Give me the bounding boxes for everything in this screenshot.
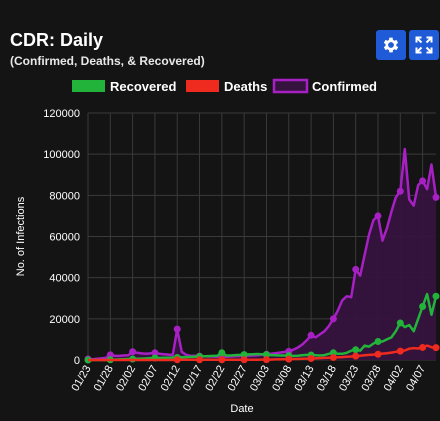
gear-icon — [383, 37, 399, 53]
confirmed-point — [352, 265, 360, 273]
confirmed-point — [151, 349, 159, 357]
y-tick-label: 20000 — [49, 314, 80, 326]
deaths-point — [196, 356, 204, 364]
x-tick-label: 02/02 — [114, 364, 138, 394]
deaths-point — [285, 355, 293, 363]
recovered-point — [352, 346, 360, 354]
deaths-point — [173, 356, 181, 364]
x-tick-label: 02/22 — [203, 364, 227, 394]
recovered-point — [396, 319, 404, 327]
y-tick-label: 120000 — [43, 108, 80, 120]
x-tick-label: 03/18 — [315, 364, 339, 394]
confirmed-point — [396, 187, 404, 195]
legend[interactable]: Recovered Deaths Confirmed — [72, 78, 377, 94]
x-tick-label: 03/23 — [337, 364, 361, 394]
recovered-point — [374, 337, 382, 345]
confirmed-point — [432, 193, 440, 201]
confirmed-area — [88, 149, 436, 360]
deaths-point — [396, 347, 404, 355]
legend-item-recovered[interactable]: Recovered — [72, 79, 177, 94]
x-tick-label: 02/27 — [226, 364, 250, 394]
x-tick-label: 02/17 — [181, 364, 205, 394]
legend-item-deaths[interactable]: Deaths — [186, 79, 267, 94]
deaths-point — [240, 356, 248, 364]
confirmed-point — [106, 351, 114, 359]
y-tick-label: 80000 — [49, 190, 80, 202]
x-tick-label: 02/12 — [159, 364, 183, 394]
x-tick-label: 04/02 — [382, 364, 406, 394]
recovered-point — [262, 351, 270, 359]
deaths-point — [374, 350, 382, 358]
fullscreen-button[interactable] — [409, 30, 439, 60]
deaths-legend-label: Deaths — [224, 79, 267, 94]
deaths-point — [432, 344, 440, 352]
confirmed-legend-swatch — [272, 78, 309, 94]
confirmed-point — [129, 348, 137, 356]
recovered-point — [419, 302, 427, 310]
chart-title: CDR: Daily — [10, 30, 104, 50]
expand-icon — [415, 36, 433, 54]
recovered-point — [432, 292, 440, 300]
recovered-point — [218, 349, 226, 357]
recovered-point — [240, 351, 248, 359]
x-tick-label: 04/07 — [404, 364, 428, 394]
deaths-point — [218, 356, 226, 364]
confirmed-point — [307, 331, 315, 339]
x-tick-label: 01/28 — [92, 364, 116, 394]
x-tick-label: 03/08 — [270, 364, 294, 394]
deaths-point — [262, 356, 270, 364]
confirmed-point — [173, 325, 181, 333]
confirmed-legend-label: Confirmed — [312, 79, 377, 94]
deaths-point — [352, 352, 360, 360]
x-axis-title: Date — [230, 403, 253, 415]
confirmed-point — [374, 212, 382, 220]
settings-button[interactable] — [376, 30, 406, 60]
x-tick-label: 02/07 — [136, 364, 160, 394]
recovered-legend-label: Recovered — [110, 79, 177, 94]
series-layer — [84, 147, 440, 364]
deaths-point — [329, 354, 337, 362]
confirmed-point — [419, 177, 427, 185]
y-axis-title: No. of Infections — [15, 196, 27, 276]
legend-item-confirmed[interactable]: Confirmed — [272, 78, 377, 94]
x-tick-label: 01/23 — [69, 364, 93, 394]
y-tick-label: 40000 — [49, 273, 80, 285]
x-tick-label: 03/03 — [248, 364, 272, 394]
recovered-legend-swatch — [72, 80, 105, 92]
x-tick-label: 03/13 — [293, 364, 317, 394]
confirmed-point — [329, 315, 337, 323]
deaths-legend-swatch — [186, 80, 219, 92]
deaths-point — [307, 355, 315, 363]
y-tick-label: 100000 — [43, 149, 80, 161]
deaths-point — [419, 343, 427, 351]
y-tick-label: 0 — [74, 355, 80, 367]
x-tick-label: 03/28 — [359, 364, 383, 394]
chart-subtitle: (Confirmed, Deaths, & Recovered) — [10, 54, 205, 68]
y-tick-label: 60000 — [49, 232, 80, 244]
